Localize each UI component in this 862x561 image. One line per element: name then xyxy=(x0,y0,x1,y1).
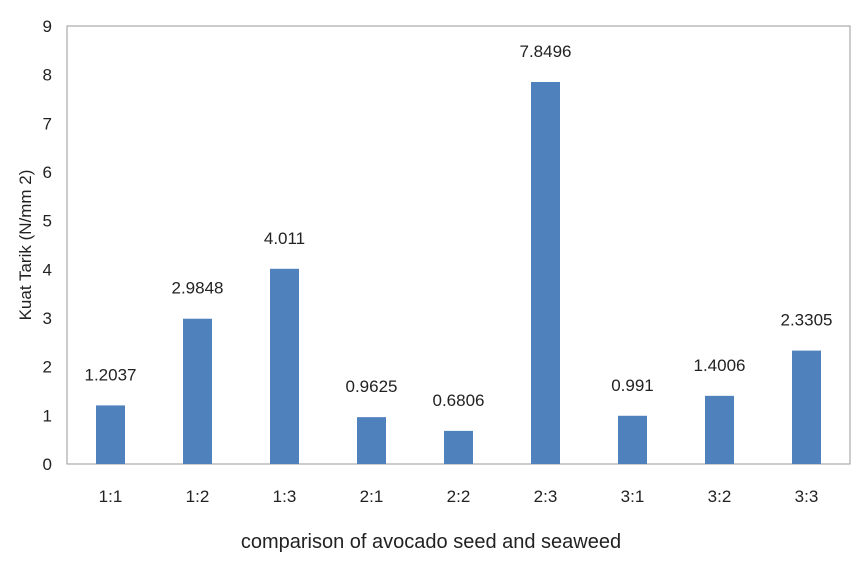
data-label: 4.011 xyxy=(264,229,305,248)
bar xyxy=(357,417,386,464)
bar xyxy=(96,405,125,464)
data-label: 0.991 xyxy=(611,376,654,395)
bars xyxy=(96,81,821,464)
bar xyxy=(705,395,734,464)
x-tick-label: 2:1 xyxy=(360,487,384,506)
data-label: 1.2037 xyxy=(85,365,137,384)
data-label: 7.8496 xyxy=(520,42,572,61)
data-labels: 1.2037 2.9848 4.011 0.9625 0.6806 7.8496 0.991… xyxy=(85,42,833,410)
data-label: 0.9625 xyxy=(346,377,398,396)
bar xyxy=(792,350,821,464)
data-label: 2.3305 xyxy=(781,311,833,330)
x-tick-label: 2:3 xyxy=(534,487,558,506)
y-tick-label: 6 xyxy=(43,163,52,182)
bar xyxy=(444,430,473,464)
bar xyxy=(618,415,647,464)
x-tick-label: 2:2 xyxy=(447,487,471,506)
y-tick-label: 7 xyxy=(43,114,52,133)
x-tick-label: 1:1 xyxy=(99,487,123,506)
x-tick-label: 3:3 xyxy=(795,487,819,506)
x-tick-label: 1:2 xyxy=(186,487,210,506)
data-label: 2.9848 xyxy=(172,279,224,298)
bar xyxy=(531,81,560,464)
y-axis-title: Kuat Tarik (N/mm 2) xyxy=(16,170,35,321)
bar xyxy=(270,268,299,464)
bar xyxy=(183,318,212,464)
y-tick-label: 0 xyxy=(43,455,52,474)
y-tick-label: 8 xyxy=(43,66,52,85)
data-label: 0.6806 xyxy=(433,391,485,410)
x-axis-title: comparison of avocado seed and seaweed xyxy=(241,531,621,553)
y-axis-ticks: 0 1 2 3 4 5 6 7 8 9 xyxy=(43,17,52,474)
y-tick-label: 9 xyxy=(43,17,52,36)
y-tick-label: 3 xyxy=(43,309,52,328)
y-tick-label: 1 xyxy=(43,406,52,425)
y-tick-label: 4 xyxy=(43,260,52,279)
data-label: 1.4006 xyxy=(694,356,746,375)
x-tick-label: 3:1 xyxy=(621,487,645,506)
y-tick-label: 2 xyxy=(43,358,52,377)
x-tick-label: 1:3 xyxy=(273,487,297,506)
x-axis-ticks: 1:1 1:2 1:3 2:1 2:2 2:3 3:1 3:2 3:3 xyxy=(99,487,819,506)
x-tick-label: 3:2 xyxy=(708,487,732,506)
y-tick-label: 5 xyxy=(43,212,52,231)
